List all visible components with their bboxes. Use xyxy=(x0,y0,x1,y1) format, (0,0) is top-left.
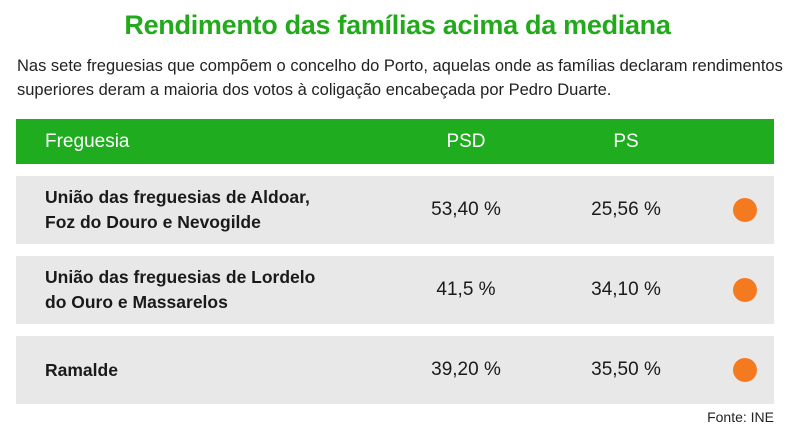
row-name-line: União das freguesias de Aldoar, xyxy=(45,187,310,207)
table-header: Freguesia PSD PS xyxy=(16,119,774,164)
row-psd-value: 39,20 % xyxy=(431,359,501,380)
source-note: Fonte: INE xyxy=(707,409,774,425)
results-table: Freguesia PSD PS União das freguesias de… xyxy=(16,119,774,404)
row-name-line: Ramalde xyxy=(45,359,118,380)
row-ps-value: 35,50 % xyxy=(591,359,661,380)
row-ps-value: 25,56 % xyxy=(591,199,661,220)
row-name-line: Foz do Douro e Nevogilde xyxy=(45,212,261,232)
table-row: União das freguesias de Lordelo do Ouro … xyxy=(16,256,774,324)
table-row: União das freguesias de Aldoar, Foz do D… xyxy=(16,176,774,244)
row-name-line: União das freguesias de Lordelo xyxy=(45,267,316,287)
table-row: Ramalde 39,20 % 35,50 % xyxy=(16,336,774,404)
orange-dot-icon xyxy=(733,198,757,222)
row-freguesia-name: União das freguesias de Lordelo do Ouro … xyxy=(16,265,396,315)
row-freguesia-name: União das freguesias de Aldoar, Foz do D… xyxy=(16,185,396,235)
header-psd: PSD xyxy=(446,130,486,152)
header-freguesia: Freguesia xyxy=(45,130,130,152)
row-freguesia-name: Ramalde xyxy=(16,358,396,383)
header-ps: PS xyxy=(613,130,639,152)
page-title: Rendimento das famílias acima da mediana xyxy=(124,10,671,40)
subtitle: Nas sete freguesias que compõem o concel… xyxy=(17,57,783,99)
orange-dot-icon xyxy=(733,358,757,382)
row-name-line: do Ouro e Massarelos xyxy=(45,292,228,312)
orange-dot-icon xyxy=(733,278,757,302)
row-psd-value: 41,5 % xyxy=(436,279,496,300)
row-psd-value: 53,40 % xyxy=(431,199,501,220)
row-ps-value: 34,10 % xyxy=(591,279,661,300)
